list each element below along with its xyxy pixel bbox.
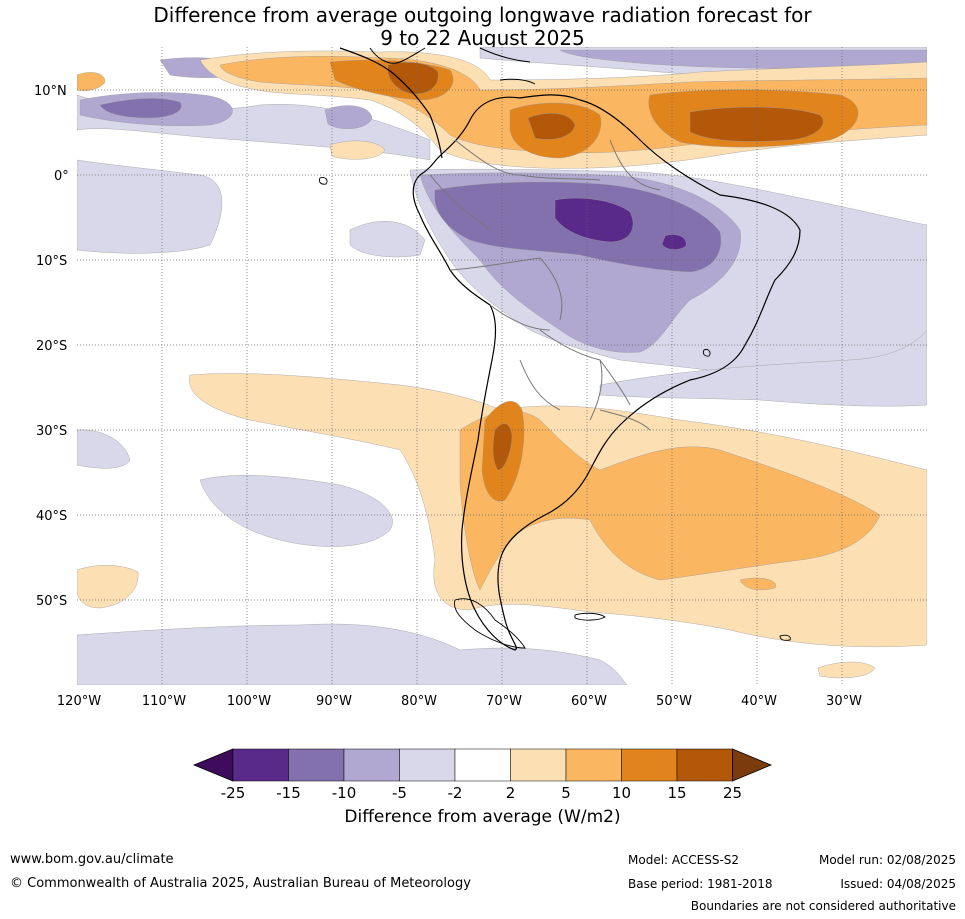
- anomaly-region-sepac-neg2: [77, 429, 131, 469]
- lat-label-20s: 20°S: [36, 339, 67, 354]
- anomaly-region-sepac-neg3: [77, 623, 628, 685]
- lon-label-30w: 30°W: [826, 694, 862, 709]
- lon-label-60w: 60°W: [571, 694, 607, 709]
- anomaly-region-eq-pacific-pos: [329, 140, 386, 160]
- colorbar-tick-3: -5: [392, 784, 407, 802]
- lon-label-70w: 70°W: [486, 694, 522, 709]
- colorbar-swatch-7: [565, 748, 622, 782]
- anomaly-region-pacific-eq-neg: [77, 159, 223, 254]
- anomaly-region-swpac-pos: [77, 565, 139, 609]
- colorbar-arrow-low: [192, 748, 234, 782]
- anomaly-region-sepac-neg1: [199, 475, 393, 547]
- country-borders: [429, 139, 661, 431]
- map-panel: [77, 47, 927, 685]
- footer-model-run: Model run: 02/08/2025: [818, 853, 956, 867]
- colorbar-tick-9: 25: [723, 784, 742, 802]
- lon-labels: 120°W 110°W 100°W 90°W 80°W 70°W 60°W 50…: [57, 694, 862, 709]
- colorbar-tick-0: -25: [221, 784, 246, 802]
- colorbar-tick-6: 5: [561, 784, 571, 802]
- lon-label-110w: 110°W: [142, 694, 186, 709]
- lon-label-120w: 120°W: [57, 694, 101, 709]
- colorbar-tick-1: -15: [276, 784, 301, 802]
- lat-label-10s: 10°S: [36, 254, 67, 269]
- lat-label-50s: 50°S: [36, 594, 67, 609]
- lat-label-40s: 40°S: [36, 509, 67, 524]
- title-line-2: 9 to 22 August 2025: [380, 26, 585, 50]
- lat-labels: 10°N 0° 10°S 20°S 30°S 40°S 50°S: [34, 84, 69, 609]
- lon-label-90w: 90°W: [316, 694, 352, 709]
- colorbar-swatch-2: [288, 748, 345, 782]
- lon-label-40w: 40°W: [741, 694, 777, 709]
- colorbar-swatch-6: [510, 748, 567, 782]
- lat-label-10n: 10°N: [34, 84, 67, 99]
- anomaly-region-venezuela-pos4: [527, 113, 576, 140]
- footer-disclaimer: Boundaries are not considered authoritat…: [690, 899, 956, 913]
- title-line-1: Difference from average outgoing longwav…: [153, 3, 812, 27]
- colorbar-tick-7: 10: [612, 784, 631, 802]
- anomaly-region-mexico-pos4: [387, 62, 439, 95]
- anomaly-region-pacific-south-neg: [349, 221, 426, 258]
- map-title: Difference from average outgoing longwav…: [0, 4, 965, 50]
- anomaly-region-amazon-neg4: [554, 197, 634, 243]
- anomaly-region-10n-pacific-neg2: [99, 98, 182, 119]
- colorbar: -25 -15 -10 -5 -2 2 5 10 15 25: [192, 748, 773, 802]
- colorbar-tick-5: 2: [506, 784, 516, 802]
- anomaly-region-pacific-10n-pos: [77, 72, 106, 91]
- lon-label-100w: 100°W: [227, 694, 271, 709]
- colorbar-tick-2: -10: [332, 784, 357, 802]
- colorbar-swatch-9: [676, 748, 733, 782]
- colorbar-swatch-1: [232, 748, 289, 782]
- colorbar-swatch-3: [343, 748, 400, 782]
- coastline-yucatan: [369, 47, 426, 64]
- colorbar-tick-8: 15: [667, 784, 686, 802]
- anomaly-region-south-pos2: [459, 411, 881, 591]
- anomaly-region-pacific-neg3: [324, 105, 373, 129]
- lat-label-30s: 30°S: [36, 424, 67, 439]
- footer-model: Model: ACCESS-S2: [628, 853, 740, 867]
- colorbar-tick-4: -2: [448, 784, 463, 802]
- anomaly-region-satl-far-pos: [817, 661, 876, 679]
- lon-label-50w: 50°W: [656, 694, 692, 709]
- anomaly-region-amazon-neg5: [661, 234, 687, 250]
- graticule: [77, 47, 927, 685]
- footer-base-period: Base period: 1981-2018: [628, 877, 773, 891]
- coastline-central-america: [339, 47, 443, 159]
- colorbar-arrow-high: [732, 748, 773, 782]
- footer-url: www.bom.gov.au/climate: [10, 852, 174, 867]
- coastline-south-america: [412, 94, 801, 651]
- anomaly-region-atlantic-pos4: [689, 106, 824, 142]
- anomaly-region-south-pos4: [492, 423, 513, 471]
- islands: [318, 177, 791, 649]
- coastline-caribbean: [479, 47, 536, 85]
- lat-label-0: 0°: [54, 169, 69, 184]
- lon-label-80w: 80°W: [401, 694, 437, 709]
- colorbar-swatch-4: [399, 748, 456, 782]
- colorbar-title: Difference from average (W/m2): [344, 807, 621, 827]
- anomaly-region-satl-neg: [599, 329, 927, 407]
- colorbar-swatch-5: [454, 748, 511, 782]
- colorbar-swatch-8: [621, 748, 678, 782]
- footer-copyright: © Commonwealth of Australia 2025, Austra…: [10, 876, 471, 891]
- footer-issued: Issued: 04/08/2025: [840, 877, 956, 891]
